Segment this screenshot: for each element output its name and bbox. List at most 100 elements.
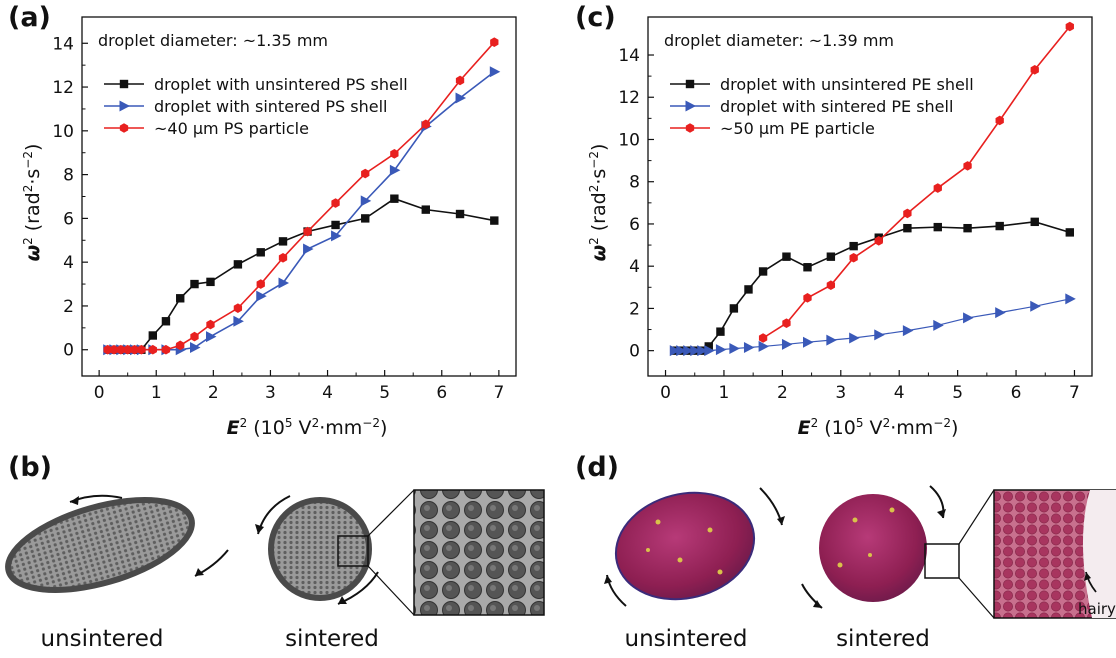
data-point — [715, 344, 727, 356]
data-point — [278, 252, 288, 263]
plot-frame — [81, 16, 517, 377]
data-point — [331, 220, 340, 230]
data-point — [826, 280, 836, 290]
series-3 — [758, 21, 1074, 343]
legend-marker — [685, 79, 695, 89]
data-point — [697, 345, 708, 357]
y-tick-label: 8 — [629, 173, 640, 193]
data-point — [963, 312, 974, 324]
y-tick-label: 4 — [629, 257, 640, 277]
data-point — [781, 338, 793, 350]
legend-label: droplet with unsintered PE shell — [720, 75, 974, 94]
data-point — [256, 279, 265, 289]
data-point — [1030, 300, 1041, 312]
pe-magnified-inset — [993, 489, 1116, 619]
data-point — [233, 303, 243, 313]
data-point — [206, 319, 215, 330]
data-point — [826, 252, 836, 261]
data-point — [903, 208, 912, 219]
data-point — [995, 115, 1004, 126]
x-tick-label: 7 — [493, 383, 504, 403]
data-point — [903, 223, 912, 233]
data-point — [206, 277, 215, 287]
x-tick-label: 2 — [777, 383, 788, 403]
data-point — [933, 222, 942, 232]
data-point — [933, 183, 942, 193]
series-3 — [103, 37, 499, 355]
y-axis-title: ω2 (rad2·s−2) — [587, 144, 610, 262]
data-point — [389, 164, 401, 176]
data-point — [743, 341, 755, 353]
data-point — [963, 161, 972, 171]
data-point — [390, 149, 399, 159]
data-point — [758, 340, 770, 352]
data-point — [205, 331, 217, 343]
data-point — [278, 277, 290, 289]
data-point — [690, 345, 701, 357]
x-tick-label: 1 — [151, 383, 162, 403]
data-point — [676, 345, 687, 357]
legend-label: droplet with unsintered PS shell — [154, 75, 408, 94]
x-tick-label: 3 — [265, 383, 276, 403]
data-point — [995, 221, 1004, 231]
series-1 — [103, 194, 499, 354]
data-point — [669, 345, 681, 357]
data-point — [1030, 64, 1039, 75]
panel-label-a: (a) — [8, 2, 51, 33]
data-point — [995, 307, 1006, 319]
data-point — [490, 37, 499, 47]
y-tick-label: 12 — [618, 88, 640, 108]
data-point — [148, 344, 157, 355]
data-point — [729, 343, 740, 355]
x-tick-label: 6 — [436, 383, 447, 403]
y-tick-label: 4 — [63, 253, 74, 273]
data-point — [161, 317, 171, 326]
data-point — [331, 230, 342, 242]
data-point — [109, 344, 119, 355]
data-point — [963, 223, 972, 233]
x-tick-label: 4 — [322, 383, 333, 403]
y-tick-label: 8 — [63, 166, 74, 186]
data-point — [782, 318, 791, 329]
y-tick-label: 10 — [52, 122, 74, 142]
legend: droplet with unsintered PS shell droplet … — [104, 75, 408, 138]
data-point — [116, 344, 125, 355]
legend-label: droplet with sintered PS shell — [154, 97, 387, 116]
data-point — [190, 331, 199, 342]
legend: droplet with unsintered PE shell droplet … — [670, 75, 974, 138]
x-axis-title: E2 (105 V2·mm−2) — [798, 416, 959, 439]
data-point — [361, 214, 370, 223]
data-point — [802, 336, 814, 348]
y-tick-label: 12 — [52, 78, 74, 98]
data-point — [729, 304, 739, 313]
legend-label: ~40 μm PS particle — [154, 119, 309, 138]
x-tick-label: 3 — [835, 383, 846, 403]
x-axis-title: E2 (105 V2·mm−2) — [227, 416, 388, 439]
data-point — [256, 248, 265, 257]
y-tick-label: 6 — [63, 209, 74, 229]
y-tick-label: 14 — [52, 34, 74, 54]
data-point — [874, 329, 885, 341]
panel-label-c: (c) — [575, 2, 616, 33]
plot-frame — [647, 16, 1093, 377]
panel-label-b: (b) — [8, 452, 53, 483]
legend-label: ~50 μm PE particle — [720, 119, 875, 138]
data-point — [803, 263, 812, 272]
data-point — [716, 327, 725, 336]
data-point — [256, 290, 267, 302]
data-point — [421, 119, 430, 130]
ps-magnified-inset — [413, 489, 545, 616]
data-point — [489, 66, 501, 78]
data-point — [1030, 217, 1039, 227]
y-axis-title: ω2 (rad2·s−2) — [21, 144, 44, 262]
data-point — [902, 325, 914, 337]
data-point — [189, 342, 201, 354]
data-point — [1065, 228, 1074, 237]
data-point — [704, 345, 715, 357]
y-tick-label: 2 — [63, 297, 74, 317]
data-point — [1065, 293, 1076, 305]
data-point — [303, 243, 314, 255]
legend-marker — [685, 123, 695, 133]
